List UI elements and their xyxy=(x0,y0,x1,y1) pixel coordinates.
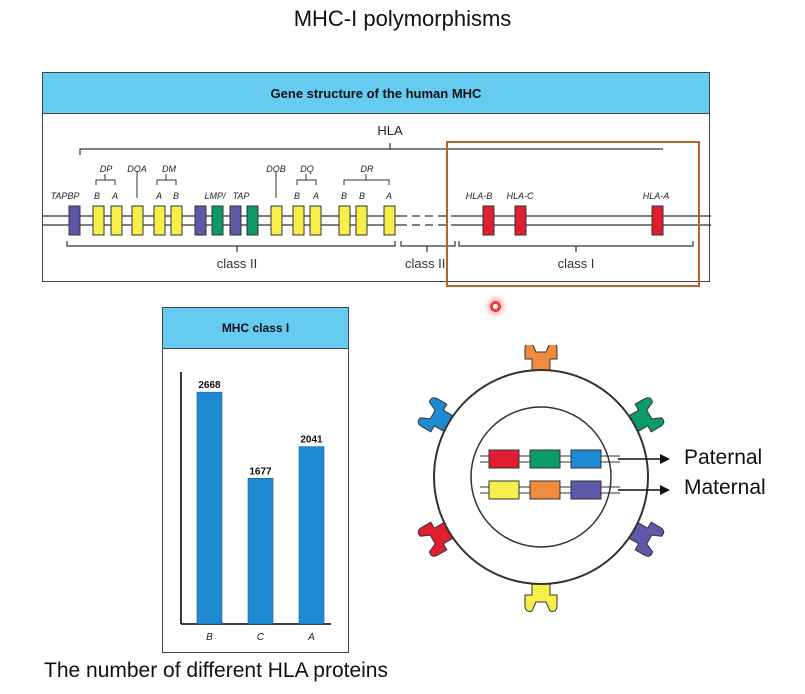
maternal-allele xyxy=(570,480,602,500)
slide-title: MHC-I polymorphisms xyxy=(293,6,512,31)
cell-diagram xyxy=(417,345,670,612)
gene-tap2 xyxy=(246,205,259,236)
bar-C xyxy=(247,477,274,625)
gene-doa xyxy=(131,205,144,236)
gene-lmp xyxy=(194,205,207,236)
label-doa: DOA xyxy=(127,164,147,174)
paternal-allele xyxy=(529,449,561,469)
gene-structure-title: Gene structure of the human MHC xyxy=(43,73,709,114)
gene-map: HLA DP DOA DM DOB DQ DR TAPBP B A xyxy=(43,123,711,271)
hla-bracket xyxy=(79,143,663,155)
mhc-class-i-chart: MHC class I 2668 B 1677 C 2041 A xyxy=(162,307,349,653)
label-tap: TAP xyxy=(233,191,250,201)
gene-dr-b1 xyxy=(338,205,351,236)
maternal-allele xyxy=(529,480,561,500)
gene-dr-b2 xyxy=(355,205,368,236)
gene-dq-b xyxy=(292,205,305,236)
gene-lmp2 xyxy=(229,205,242,236)
chart-title: MHC class I xyxy=(163,308,348,349)
x-tick-label: B xyxy=(206,632,213,643)
paternal-arrowhead xyxy=(660,454,670,464)
bar-value-label: 2668 xyxy=(198,380,221,391)
laser-pointer xyxy=(490,301,501,312)
label-dm-b: B xyxy=(173,191,179,201)
bar-chart-svg: 2668 B 1677 C 2041 A xyxy=(180,372,331,643)
label-hla-a: HLA-A xyxy=(643,191,670,201)
gene-dq-a xyxy=(309,205,322,236)
maternal-allele xyxy=(488,480,520,500)
class-i-label: class I xyxy=(558,256,595,271)
label-dp: DP xyxy=(100,164,113,174)
mhc-receptor xyxy=(524,345,558,378)
x-tick-label: A xyxy=(307,632,315,643)
paternal-label: Paternal xyxy=(684,446,763,469)
class-ii-label: class II xyxy=(217,256,257,271)
gene-hla-a xyxy=(651,205,664,236)
label-dm: DM xyxy=(162,164,176,174)
bar-value-label: 2041 xyxy=(300,435,323,446)
gene-dm-a xyxy=(153,205,166,236)
class-ii-bracket xyxy=(66,241,396,247)
label-dp-a: A xyxy=(111,191,118,201)
mhc-receptor xyxy=(524,576,558,612)
label-dob: DOB xyxy=(266,164,286,174)
gene-dr-a xyxy=(383,205,396,236)
paternal-allele xyxy=(570,449,602,469)
class-iii-bracket xyxy=(400,241,456,247)
gene-tap1 xyxy=(211,205,224,236)
maternal-arrowhead xyxy=(660,485,670,495)
gene-hla-c xyxy=(514,205,527,236)
class-i-highlight-box xyxy=(446,141,700,287)
gene-dob xyxy=(270,205,283,236)
cell-nucleus xyxy=(470,406,612,548)
gene-dp-a xyxy=(110,205,123,236)
bar-B xyxy=(196,391,223,625)
gene-hla-b xyxy=(482,205,495,236)
label-dp-b: B xyxy=(94,191,100,201)
label-dr: DR xyxy=(361,164,374,174)
maternal-label: Maternal xyxy=(684,476,766,499)
label-dr-b1: B xyxy=(341,191,347,201)
label-dq-b: B xyxy=(294,191,300,201)
gene-dm-b xyxy=(170,205,183,236)
gene-tapbp xyxy=(68,205,81,236)
label-dq: DQ xyxy=(300,164,314,174)
gene-dp-b xyxy=(92,205,105,236)
class-iii-label: class III xyxy=(405,256,449,271)
bar-value-label: 1677 xyxy=(249,466,272,477)
label-dm-a: A xyxy=(155,191,162,201)
caption: The number of different HLA proteins xyxy=(44,659,388,682)
label-dr-b2: B xyxy=(359,191,365,201)
label-hla-b: HLA-B xyxy=(466,191,493,201)
hla-label: HLA xyxy=(377,123,403,138)
x-tick-label: C xyxy=(257,632,265,643)
paternal-allele xyxy=(488,449,520,469)
label-dq-a: A xyxy=(312,191,319,201)
label-lmp: LMP/ xyxy=(204,191,227,201)
gene-structure-panel: Gene structure of the human MHC HLA DP D… xyxy=(42,72,711,282)
label-hla-c: HLA-C xyxy=(506,191,534,201)
label-tapbp: TAPBP xyxy=(51,191,80,201)
label-dr-a: A xyxy=(385,191,392,201)
bar-A xyxy=(298,446,325,625)
